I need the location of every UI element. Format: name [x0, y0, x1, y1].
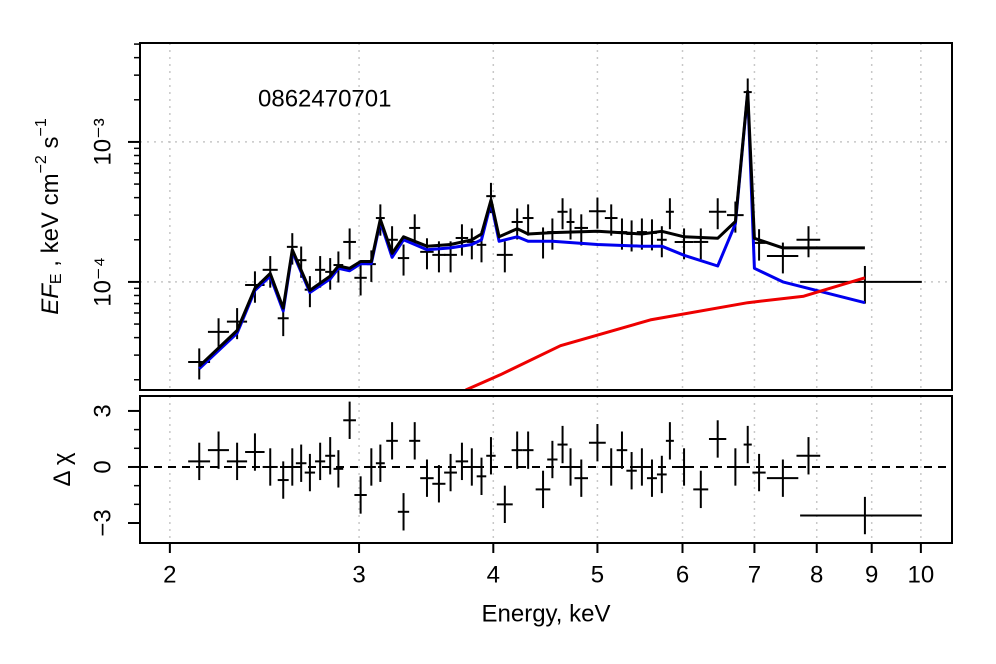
y-tick-label: 0: [89, 460, 116, 473]
y-tick-label: 10⁻³: [89, 118, 116, 165]
y-axis-label-part: , keV cm: [37, 173, 64, 273]
model-line: [465, 276, 866, 390]
y-axis-label-part: s: [37, 136, 64, 155]
panel: 10⁻³ 10⁻⁴ EFE , keV cm−2 s−1 0862470701: [33, 42, 953, 391]
y-tick-label: −3: [89, 509, 116, 536]
y-axis-label: EFE , keV cm−2 s−1: [33, 118, 65, 315]
x-tick-label: 2: [163, 561, 176, 588]
x-tick-label: 6: [676, 561, 689, 588]
x-tick-label: 8: [810, 561, 823, 588]
y-axis-label-part: E: [48, 273, 65, 284]
annotation: 0862470701: [258, 85, 391, 112]
panel-frame: [139, 42, 953, 391]
plot-area: [188, 78, 922, 390]
model-line: [198, 91, 866, 370]
y-tick-label: 3: [89, 404, 116, 417]
x-tick-label: 7: [748, 561, 761, 588]
x-tick-label: 5: [591, 561, 604, 588]
model-line: [198, 89, 865, 368]
y-tick-label: 10⁻⁴: [89, 257, 116, 307]
y-axis-label-part: EF: [37, 283, 64, 315]
y-axis-label-part: −2: [33, 155, 50, 173]
y-axis-label-part: Δ χ: [49, 452, 76, 486]
x-axis-label: Energy, keV: [482, 600, 611, 627]
panel: −3 0 3 2 3 4 5 6 7 8 9 10 Energy, keV Δ χ: [49, 395, 953, 627]
y-axis-label-part: −1: [33, 118, 50, 136]
y-axis-label: Δ χ: [49, 452, 76, 486]
x-tick-label: 9: [865, 561, 878, 588]
plot-area: [140, 401, 952, 535]
x-tick-label: 10: [908, 561, 935, 588]
panel-frame: [139, 395, 953, 544]
x-tick-label: 4: [487, 561, 500, 588]
x-tick-label: 3: [352, 561, 365, 588]
